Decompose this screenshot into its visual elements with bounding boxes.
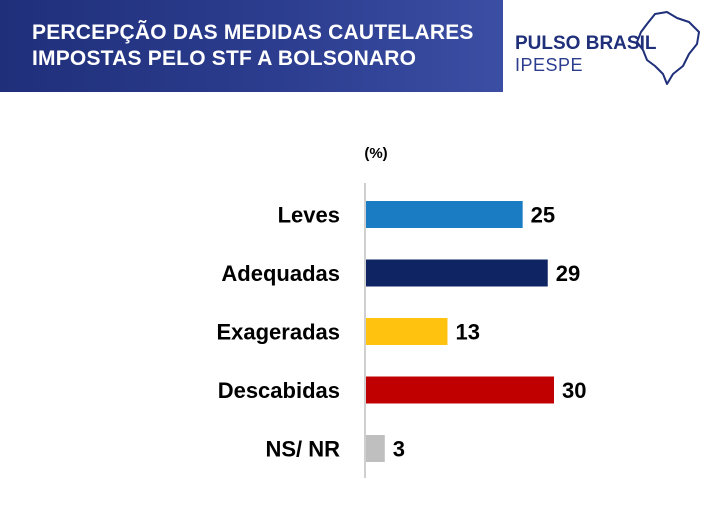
bar bbox=[366, 318, 448, 345]
bar bbox=[366, 259, 548, 287]
category-label: Descabidas bbox=[218, 378, 340, 403]
bar bbox=[366, 435, 385, 462]
category-label: NS/ NR bbox=[265, 437, 340, 462]
data-label: 25 bbox=[531, 203, 555, 228]
category-label: Exageradas bbox=[216, 320, 340, 345]
category-label: Leves bbox=[278, 203, 340, 228]
brand-subtitle: IPESPE bbox=[515, 55, 584, 75]
title-line-1: PERCEPÇÃO DAS MEDIDAS CAUTELARES bbox=[32, 21, 474, 44]
brazil-map-icon bbox=[636, 11, 700, 85]
brand-name: PULSO BRASIL bbox=[515, 33, 657, 54]
data-label: 3 bbox=[393, 437, 405, 462]
bar bbox=[366, 201, 523, 228]
unit-label: (%) bbox=[364, 145, 387, 162]
data-label: 29 bbox=[556, 261, 580, 286]
bars-group: Leves 25 Adequadas 29 Exageradas 13 Descabidas… bbox=[216, 201, 586, 462]
data-label: 30 bbox=[562, 378, 586, 403]
header-banner: PERCEPÇÃO DAS MEDIDAS CAUTELARES IMPOSTA… bbox=[0, 0, 503, 92]
category-label: Adequadas bbox=[221, 261, 340, 286]
title-line-2: IMPOSTAS PELO STF A BOLSONARO bbox=[32, 47, 417, 70]
brand-logo: PULSO BRASIL IPESPE bbox=[503, 0, 710, 92]
data-label: 13 bbox=[455, 320, 479, 345]
bar bbox=[366, 376, 554, 404]
page-title: PERCEPÇÃO DAS MEDIDAS CAUTELARES IMPOSTA… bbox=[32, 20, 474, 72]
